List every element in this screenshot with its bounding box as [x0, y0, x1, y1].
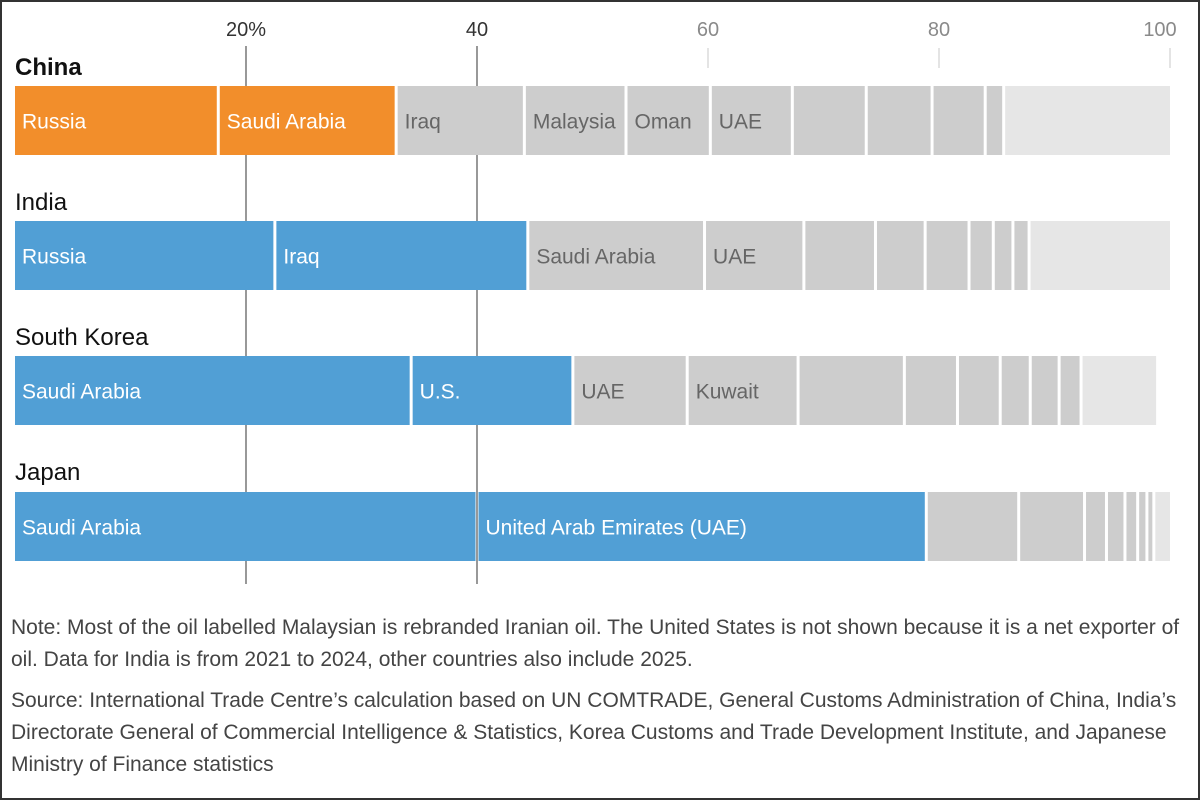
bar-segment	[793, 86, 865, 155]
bar-segment	[1126, 492, 1137, 561]
x-tick-label: 40	[466, 19, 488, 41]
segment-label: UAE	[719, 111, 762, 134]
bar-segment	[867, 86, 931, 155]
bar-segment	[525, 86, 625, 155]
row-label-south-korea: South Korea	[15, 324, 149, 351]
row-label-india: India	[15, 189, 68, 216]
segment-label: Kuwait	[696, 381, 759, 404]
bar-segment	[529, 221, 704, 290]
bar-segment	[927, 492, 1018, 561]
bar-segment	[219, 86, 395, 155]
segment-label: Russia	[22, 111, 87, 134]
source-text: Source: International Trade Centre’s cal…	[11, 689, 1177, 776]
segment-label: Malaysia	[533, 111, 616, 134]
bar-segment	[1030, 221, 1170, 290]
segment-label: Iraq	[283, 246, 319, 269]
bar-segment	[1082, 356, 1157, 425]
bar-segment	[15, 492, 476, 561]
x-tick-label: 20%	[226, 19, 266, 41]
bar-segment	[926, 221, 968, 290]
bar-segment	[276, 221, 527, 290]
bar-segment	[958, 356, 999, 425]
bar-segment	[711, 86, 791, 155]
bar-segment	[905, 356, 956, 425]
bar-segment	[1139, 492, 1146, 561]
bar-segment	[15, 356, 410, 425]
bar-segment	[478, 492, 925, 561]
bar-segment	[799, 356, 903, 425]
bar-segment	[970, 221, 992, 290]
segment-label: Russia	[22, 246, 87, 269]
bar-segment	[1107, 492, 1124, 561]
bar-segment	[412, 356, 572, 425]
bar-segment	[1020, 492, 1084, 561]
bar-segment	[688, 356, 797, 425]
x-tick-label: 100	[1143, 19, 1176, 41]
stacked-bar-chart: 20% 40 60 80 100 Russia Saudi Arabia Iraq Malays…	[15, 19, 1177, 584]
segment-label: Iraq	[405, 111, 441, 134]
bar-segment	[1031, 356, 1058, 425]
segment-label: Saudi Arabia	[22, 517, 141, 540]
bar-segment	[15, 86, 217, 155]
segment-label: Saudi Arabia	[536, 246, 655, 269]
segment-label: UAE	[713, 246, 756, 269]
note-text: Note: Most of the oil labelled Malaysian…	[11, 616, 1180, 671]
row-label-china: China	[15, 54, 82, 81]
bar-segment	[1148, 492, 1153, 561]
bar-segment	[627, 86, 709, 155]
segment-label: United Arab Emirates (UAE)	[486, 517, 747, 540]
segment-label: Saudi Arabia	[227, 111, 346, 134]
bar-segment	[876, 221, 924, 290]
bar-segment	[1001, 356, 1029, 425]
bar-segment	[805, 221, 874, 290]
segment-label: U.S.	[420, 381, 461, 404]
x-tick-label: 60	[697, 19, 719, 41]
bar-segment	[1086, 492, 1105, 561]
segment-label: Saudi Arabia	[22, 381, 141, 404]
bar-segment	[706, 221, 803, 290]
bar-segment	[994, 221, 1012, 290]
bar-segment	[933, 86, 984, 155]
bar-segment	[397, 86, 523, 155]
notes-block: Note: Most of the oil labelled Malaysian…	[11, 612, 1191, 790]
bar-segment	[1014, 221, 1028, 290]
segment-label: Oman	[634, 111, 691, 134]
bar-segment	[15, 221, 274, 290]
bar-segment	[1155, 492, 1170, 561]
bars-layer: Russia Saudi Arabia Iraq Malaysia Oman UAE Rus…	[15, 86, 1170, 561]
bar-segment	[986, 86, 1003, 155]
bar-segment	[574, 356, 686, 425]
segment-label: UAE	[581, 381, 624, 404]
row-label-japan: Japan	[15, 459, 80, 486]
x-tick-label: 80	[928, 19, 950, 41]
bar-segment	[1005, 86, 1170, 155]
bar-segment	[1060, 356, 1080, 425]
